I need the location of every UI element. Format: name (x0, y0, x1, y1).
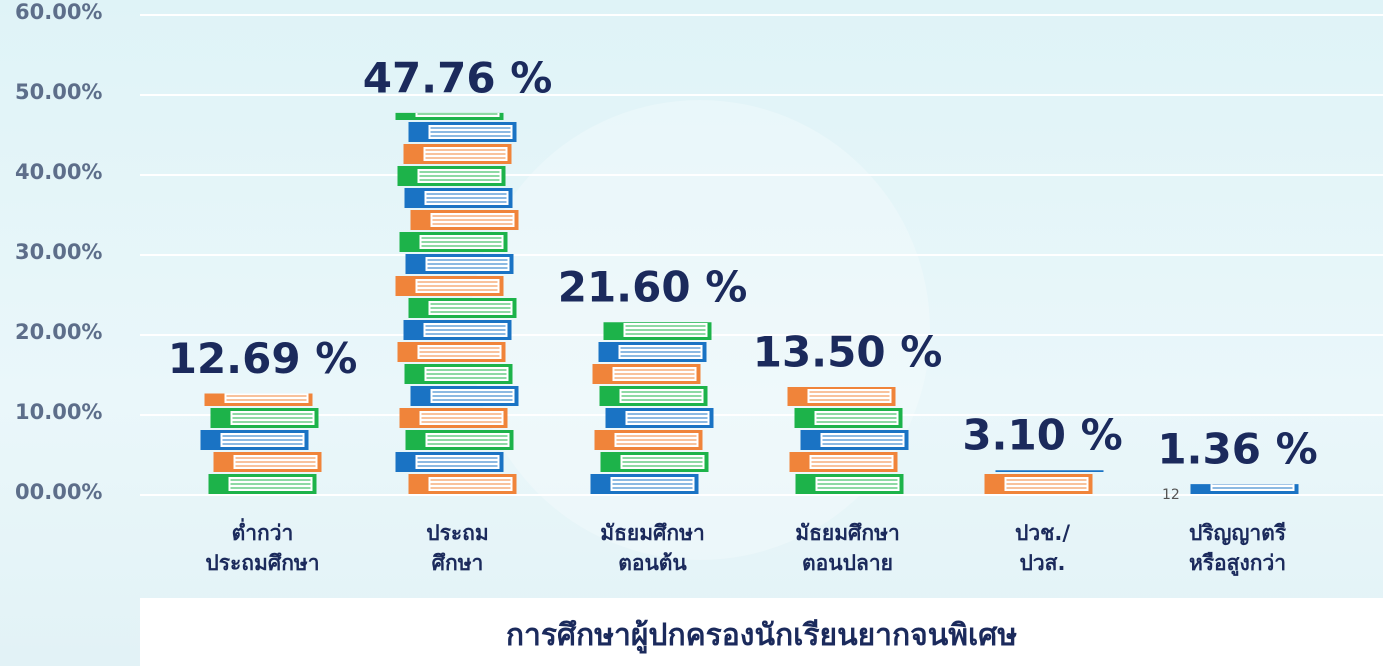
y-tick-label: 60.00% (15, 0, 102, 24)
bar (984, 470, 1104, 494)
value-label: 47.76 % (363, 53, 553, 102)
value-label: 12.69 % (168, 334, 358, 383)
bar (787, 387, 909, 494)
y-tick-label: 20.00% (15, 320, 102, 344)
y-tick-label: 10.00% (15, 400, 102, 424)
y-tick-label: 30.00% (15, 240, 102, 264)
x-tick-label: ต่ำกว่า ประถมศึกษา (205, 521, 320, 575)
x-tick-label: ปริญญาตรี หรือสูงกว่า (1188, 521, 1287, 575)
x-tick-label: มัธยมศึกษา ตอนต้น (600, 521, 705, 575)
bar (395, 112, 519, 494)
value-label: 21.60 % (558, 263, 748, 312)
y-tick-label: 00.00% (15, 480, 102, 504)
value-label: 13.50 % (753, 328, 943, 377)
book-pages (1210, 484, 1295, 491)
value-label: 3.10 % (962, 411, 1122, 460)
value-label: 1.36 % (1157, 425, 1317, 474)
title-box: การศึกษาผู้ปกครองนักเรียนยากจนพิเศษ (140, 598, 1383, 666)
chart-title: การศึกษาผู้ปกครองนักเรียนยากจนพิเศษ (505, 618, 1018, 653)
book-pages (415, 112, 500, 117)
page-number: 12 (1162, 487, 1180, 503)
bar (200, 393, 322, 494)
bar (1190, 484, 1299, 494)
x-tick-label: มัธยมศึกษา ตอนปลาย (795, 521, 900, 575)
book (995, 470, 1104, 472)
bar (590, 322, 714, 494)
y-tick-label: 40.00% (15, 160, 102, 184)
y-tick-label: 50.00% (15, 80, 102, 104)
x-tick-label: ประถม ศึกษา (426, 521, 489, 575)
book-pages (224, 393, 309, 403)
x-tick-label: ปวช./ ปวส. (1014, 521, 1071, 575)
